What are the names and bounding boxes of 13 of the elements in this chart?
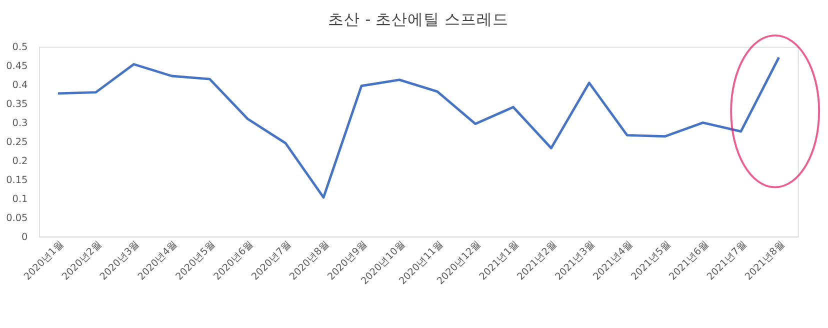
y-tick-label: 0 <box>22 232 28 243</box>
y-tick-label: 0.1 <box>12 194 28 205</box>
chart-title: 초산 - 초산에틸 스프레드 <box>328 10 509 29</box>
y-tick-label: 0.25 <box>6 137 28 148</box>
y-tick-label: 0.3 <box>12 118 28 130</box>
y-tick-label: 0.45 <box>6 61 28 72</box>
y-tick-label: 0.15 <box>6 175 28 186</box>
y-tick-label: 0.35 <box>6 99 28 110</box>
y-tick-label: 0.05 <box>6 212 28 224</box>
y-tick-label: 0.4 <box>12 80 28 92</box>
y-tick-label: 0.2 <box>12 156 28 168</box>
line-series <box>56 56 780 199</box>
y-tick-label: 0.5 <box>12 42 28 54</box>
